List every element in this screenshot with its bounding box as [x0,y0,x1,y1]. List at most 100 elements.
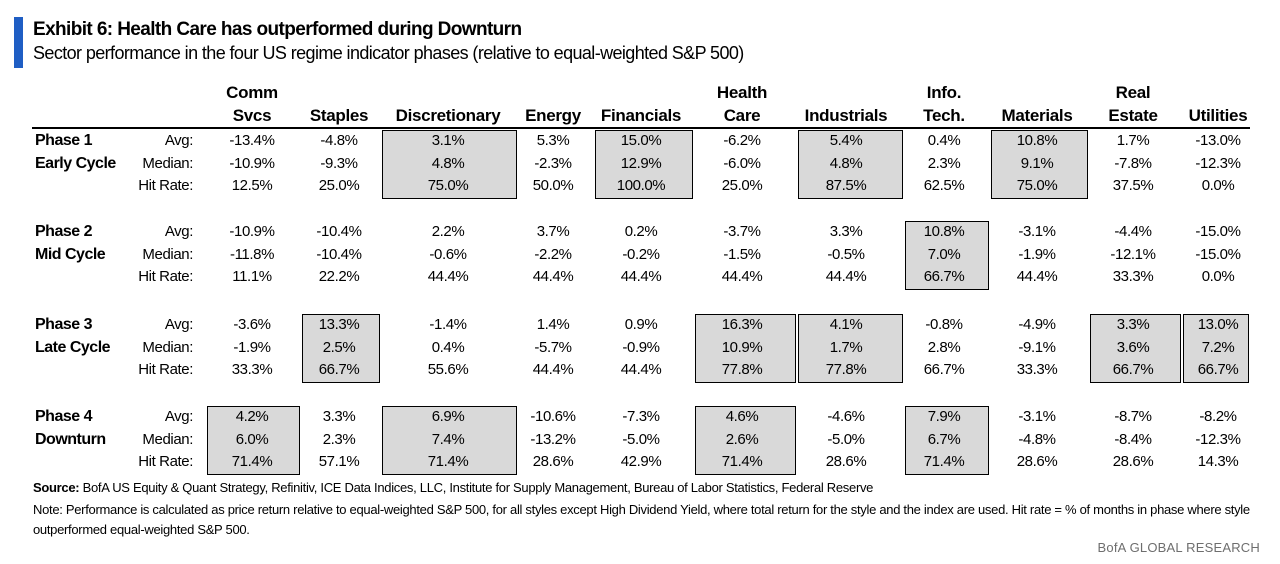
table-cell: 44.4% [620,268,662,285]
table-cell: 13.0% [1197,316,1239,333]
table-cell: 3.3% [829,223,863,240]
table-cell: -8.2% [1199,408,1237,425]
note-text: Note: Performance is calculated as price… [33,502,1250,537]
highlight-box [382,130,517,199]
phase-name: Phase 2 [35,223,92,240]
table-cell: 3.3% [1116,316,1150,333]
table-cell: 15.0% [620,132,662,149]
table-cell: 44.4% [721,268,763,285]
table-cell: 71.4% [231,453,273,470]
table-cell: -8.4% [1114,430,1152,448]
table-cell: 14.3% [1197,453,1239,470]
column-header-financials: Financials [600,106,682,125]
table-cell: 3.6% [1116,338,1150,356]
table-cell: 1.7% [829,338,863,356]
column-header-materials: Materials [1001,106,1073,125]
exhibit-title: Exhibit 6: Health Care has outperformed … [33,19,522,40]
phase-subname: Late Cycle [35,338,111,356]
table-cell: 11.1% [232,268,272,285]
table-cell: 0.4% [927,132,961,149]
table-cell: -1.4% [429,316,467,333]
table-cell: -4.4% [1114,223,1152,240]
highlight-box [905,406,989,475]
table-cell: -4.8% [1018,430,1056,448]
table-cell: -5.0% [622,430,660,448]
table-cell: -6.0% [723,154,761,172]
table-cell: 57.1% [318,453,360,470]
table-cell: -2.2% [534,245,572,263]
table-cell: -0.2% [622,245,660,263]
table-cell: -15.0% [1195,223,1241,240]
table-cell: 6.7% [927,430,961,448]
table-cell: 9.1% [1020,154,1054,172]
table-cell: 28.6% [1016,453,1058,470]
highlight-box [382,406,517,475]
highlight-box [905,221,989,290]
highlight-box [302,314,380,383]
table-cell: -6.2% [723,132,761,149]
column-header-estate-line1: Real [1115,83,1151,102]
table-cell: 3.7% [536,223,570,240]
table-cell: -3.1% [1018,408,1056,425]
table-cell: -11.8% [229,245,275,263]
table-cell: -7.8% [1114,154,1152,172]
table-cell: 3.3% [322,408,356,425]
highlight-box [798,130,903,199]
table-cell: 3.1% [431,132,465,149]
highlight-box [1090,314,1181,383]
table-cell: 10.9% [721,338,763,356]
table-cell: 4.1% [829,316,863,333]
table-cell: -12.3% [1195,154,1241,172]
table-cell: 75.0% [1016,177,1058,194]
row-label: Avg: [164,408,194,425]
row-label: Median: [142,338,193,356]
column-header-discretionary: Discretionary [395,106,501,125]
table-cell: 25.0% [721,177,763,194]
table-cell: -12.3% [1195,430,1241,448]
table-cell: 4.2% [235,408,269,425]
table-cell: 28.6% [825,453,867,470]
table-cell: 44.4% [427,268,469,285]
column-header-utilities: Utilities [1188,106,1248,125]
table-cell: -5.0% [827,430,865,448]
table-cell: 0.9% [624,316,658,333]
table-cell: -2.3% [534,154,572,172]
table-cell: 16.3% [721,316,763,333]
table-cell: 7.2% [1201,338,1235,356]
table-cell: -10.4% [316,245,362,263]
row-label: Median: [142,154,193,172]
table-cell: 66.7% [923,361,965,378]
table-cell: 6.0% [235,430,269,448]
row-label: Median: [142,430,193,448]
table-cell: 4.8% [431,154,465,172]
highlight-box [695,314,796,383]
row-label: Avg: [164,223,194,240]
table-cell: 44.4% [825,268,867,285]
table-cell: 28.6% [1112,453,1154,470]
table-cell: 71.4% [923,453,965,470]
table-cell: -9.3% [320,154,358,172]
table-cell: 2.3% [927,154,961,172]
table-cell: 33.3% [1016,361,1058,378]
table-cell: 4.6% [725,408,759,425]
highlight-box [798,314,903,383]
column-header-energy: Energy [525,106,581,125]
row-label: Hit Rate: [138,453,193,470]
table-cell: -1.9% [1018,245,1056,263]
row-label: Hit Rate: [138,268,193,285]
table-cell: 75.0% [427,177,469,194]
table-cell: 1.7% [1116,132,1150,149]
table-cell: 71.4% [721,453,763,470]
phase-name: Phase 3 [35,316,92,333]
row-label: Avg: [164,316,194,333]
phase-subname: Early Cycle [35,154,116,172]
table-cell: -10.9% [229,223,275,240]
column-header-svcs: Svcs [232,106,272,125]
table-cell: 44.4% [532,361,574,378]
row-label: Hit Rate: [138,177,193,194]
table-cell: -13.2% [530,430,576,448]
table-cell: -4.9% [1018,316,1056,333]
highlight-box [595,130,693,199]
exhibit-subtitle: Sector performance in the four US regime… [33,43,744,63]
table-cell: 28.6% [532,453,574,470]
